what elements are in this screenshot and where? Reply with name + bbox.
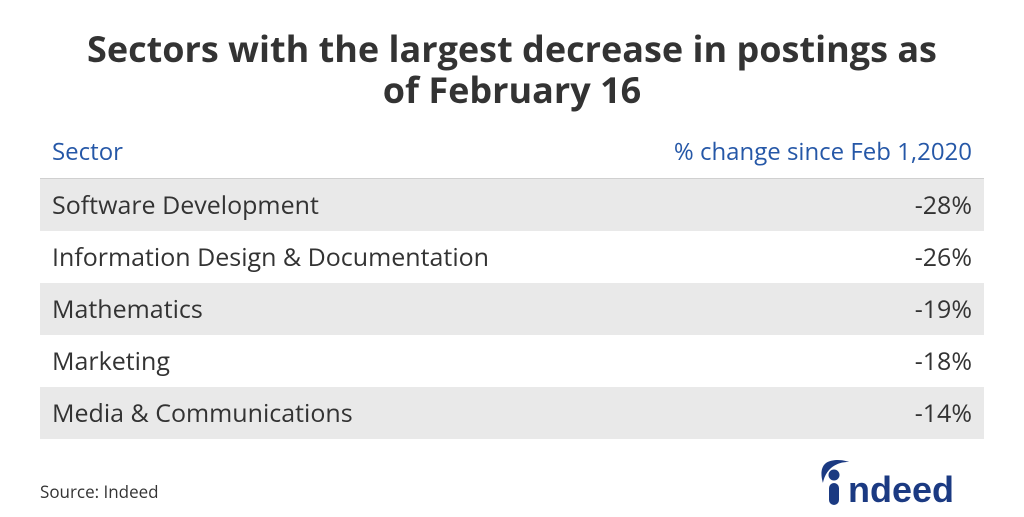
- indeed-logo-icon: ndeed: [814, 459, 984, 509]
- cell-change: -26%: [596, 231, 984, 283]
- table-row: Media & Communications -14%: [40, 387, 984, 439]
- cell-sector: Media & Communications: [40, 387, 596, 439]
- table-header-row: Sector % change since Feb 1,2020: [40, 129, 984, 179]
- table-row: Software Development -28%: [40, 178, 984, 231]
- cell-change: -28%: [596, 178, 984, 231]
- col-header-change: % change since Feb 1,2020: [596, 129, 984, 179]
- cell-sector: Software Development: [40, 178, 596, 231]
- svg-text:ndeed: ndeed: [848, 469, 954, 509]
- sector-table: Sector % change since Feb 1,2020 Softwar…: [40, 129, 984, 439]
- table-row: Mathematics -19%: [40, 283, 984, 335]
- footer: Source: Indeed ndeed: [40, 439, 984, 509]
- cell-change: -19%: [596, 283, 984, 335]
- cell-change: -14%: [596, 387, 984, 439]
- source-text: Source: Indeed: [40, 480, 159, 509]
- col-header-sector: Sector: [40, 129, 596, 179]
- table-row: Marketing -18%: [40, 335, 984, 387]
- cell-sector: Mathematics: [40, 283, 596, 335]
- indeed-logo: ndeed: [814, 459, 984, 509]
- cell-sector: Marketing: [40, 335, 596, 387]
- table-body: Software Development -28% Information De…: [40, 178, 984, 439]
- chart-title: Sectors with the largest decrease in pos…: [72, 28, 952, 111]
- chart-container: Sectors with the largest decrease in pos…: [0, 0, 1024, 517]
- table-row: Information Design & Documentation -26%: [40, 231, 984, 283]
- cell-change: -18%: [596, 335, 984, 387]
- cell-sector: Information Design & Documentation: [40, 231, 596, 283]
